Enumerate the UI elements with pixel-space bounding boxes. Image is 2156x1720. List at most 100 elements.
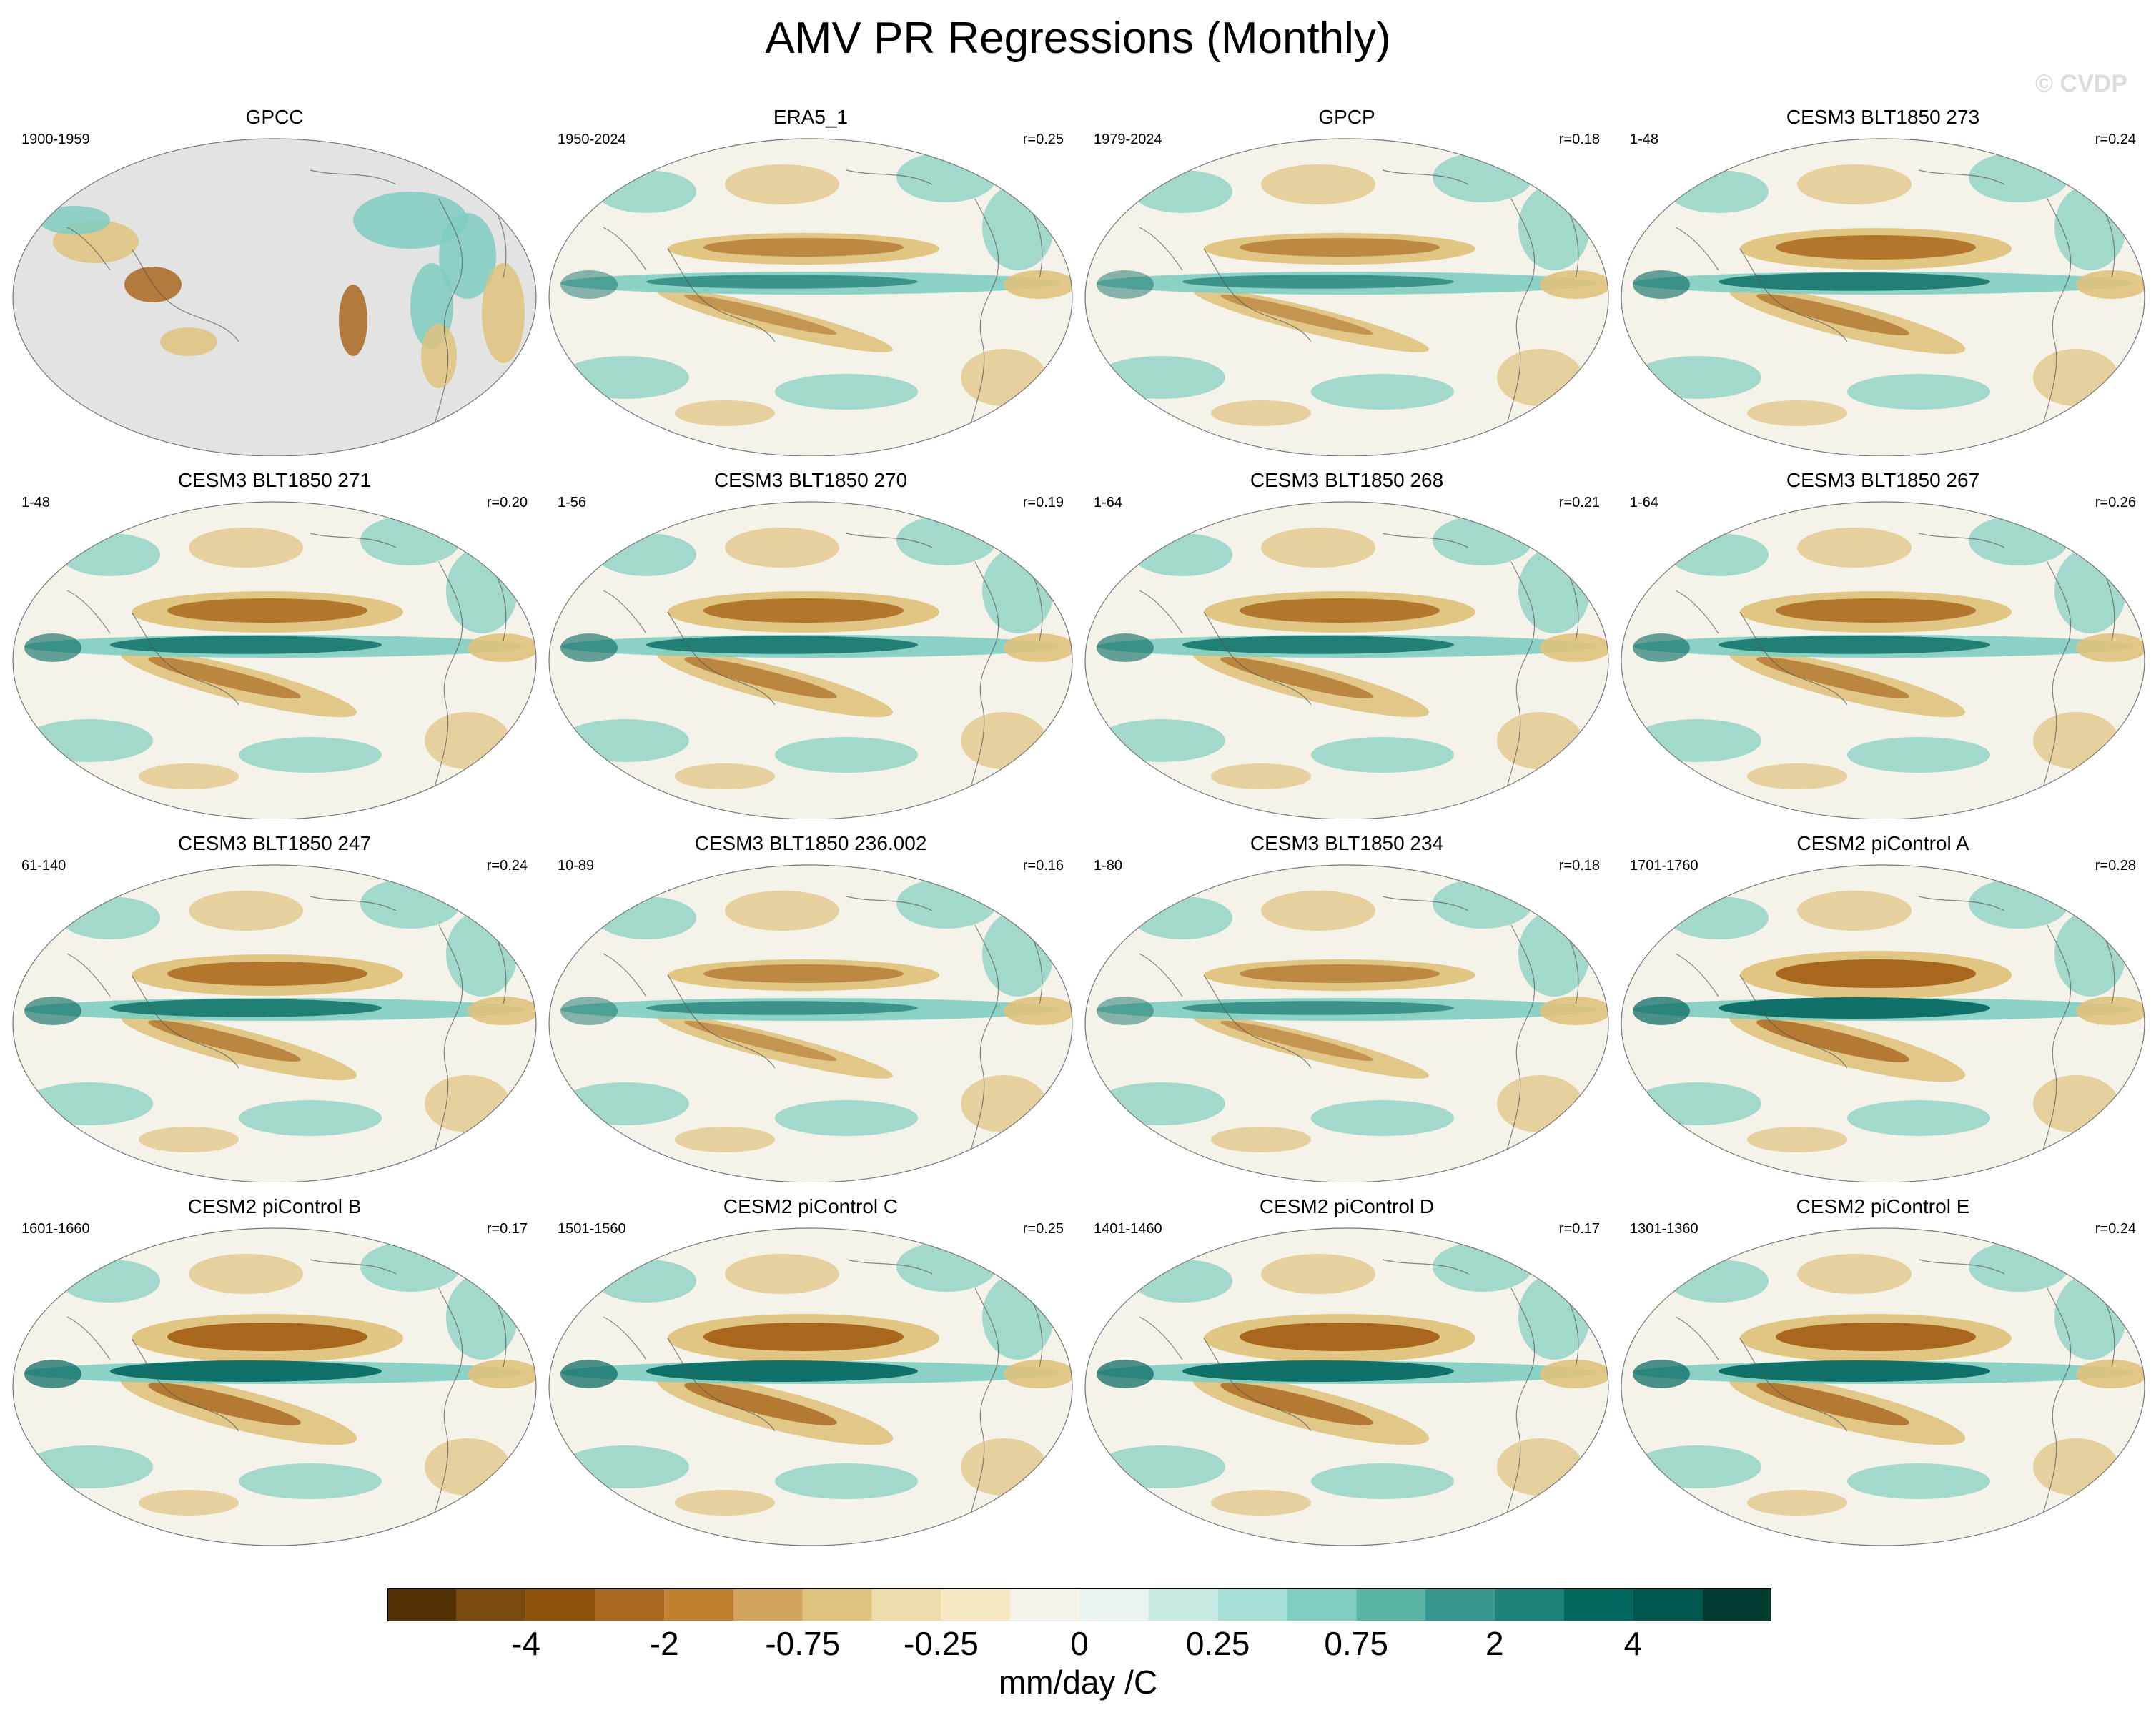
colorbar-swatch bbox=[1287, 1588, 1357, 1621]
regression-field bbox=[24, 515, 536, 799]
cvdp-watermark: © CVDP bbox=[2035, 70, 2127, 97]
panel-title: CESM3 BLT1850 267 bbox=[1786, 469, 1980, 491]
panel-pattern-correlation: r=0.18 bbox=[1558, 858, 1600, 874]
robinson-map bbox=[548, 501, 1073, 819]
robinson-map bbox=[12, 501, 537, 819]
map-background bbox=[13, 139, 536, 456]
panel-title: CESM2 piControl B bbox=[187, 1195, 362, 1217]
map-outline bbox=[12, 501, 537, 819]
robinson-map bbox=[1084, 864, 1609, 1182]
panel-title: CESM2 piControl A bbox=[1796, 832, 1969, 854]
robinson-map bbox=[1084, 138, 1609, 456]
map-panel: CESM2 piControl E 1301-1360 r=0.24 bbox=[1618, 1195, 2147, 1546]
robinson-map bbox=[1084, 501, 1609, 819]
colorbar-tick-label: -4 bbox=[511, 1625, 541, 1662]
panel-pattern-correlation: r=0.24 bbox=[486, 858, 528, 874]
colorbar-swatch bbox=[1010, 1588, 1079, 1621]
colorbar-swatch bbox=[387, 1588, 457, 1621]
robinson-map bbox=[1084, 1227, 1609, 1546]
colorbar-swatch bbox=[1494, 1588, 1564, 1621]
colorbar-swatch bbox=[1356, 1588, 1425, 1621]
map-panel: CESM3 BLT1850 270 1-56 r=0.19 bbox=[546, 469, 1075, 819]
map-panel: CESM3 BLT1850 268 1-64 r=0.21 bbox=[1082, 469, 1611, 819]
panel-title: GPCP bbox=[1318, 106, 1375, 128]
panel-years: 1401-1460 bbox=[1094, 1221, 1162, 1237]
map-panel: CESM2 piControl B 1601-1660 r=0.17 bbox=[10, 1195, 539, 1546]
map-panel: CESM3 BLT1850 267 1-64 r=0.26 bbox=[1618, 469, 2147, 819]
panel-title: CESM3 BLT1850 273 bbox=[1786, 106, 1980, 128]
panel-title: ERA5_1 bbox=[773, 106, 849, 128]
panel-years: 1979-2024 bbox=[1094, 132, 1162, 147]
colorbar-tick-label: 0.25 bbox=[1185, 1625, 1250, 1662]
colorbar-swatch bbox=[664, 1588, 733, 1621]
colorbar-swatch bbox=[1425, 1588, 1495, 1621]
regression-field bbox=[1633, 879, 2145, 1162]
regression-field bbox=[24, 879, 536, 1162]
map-panel: CESM3 BLT1850 273 1-48 r=0.24 bbox=[1618, 106, 2147, 456]
colorbar-swatch bbox=[1633, 1588, 1703, 1621]
panel-pattern-correlation: r=0.26 bbox=[2095, 495, 2136, 510]
map-panel: ERA5_1 1950-2024 r=0.25 bbox=[546, 106, 1075, 456]
regression-field bbox=[560, 152, 1072, 435]
map-outline bbox=[1621, 1227, 2145, 1546]
panel-title: CESM3 BLT1850 270 bbox=[713, 469, 908, 491]
panel-years: 61-140 bbox=[21, 858, 66, 874]
panel-pattern-correlation: r=0.18 bbox=[1558, 132, 1600, 147]
map-outline bbox=[1621, 501, 2145, 819]
panel-pattern-correlation: r=0.19 bbox=[1022, 495, 1064, 510]
colorbar-tick-label: 0.75 bbox=[1324, 1625, 1388, 1662]
map-panel: GPCP 1979-2024 r=0.18 bbox=[1082, 106, 1611, 456]
panel-title: CESM3 BLT1850 234 bbox=[1250, 832, 1444, 854]
panel-title: CESM3 BLT1850 268 bbox=[1250, 469, 1444, 491]
regression-field bbox=[24, 1242, 536, 1525]
map-outline bbox=[12, 864, 537, 1182]
colorbar-tick-label: -2 bbox=[649, 1625, 679, 1662]
colorbar-unit-label: mm/day /C bbox=[998, 1664, 1158, 1701]
panel-years: 1-64 bbox=[1630, 495, 1659, 510]
colorbar-frame bbox=[387, 1588, 1771, 1621]
panel-years: 1900-1959 bbox=[21, 132, 90, 147]
robinson-map bbox=[1621, 138, 2145, 456]
map-outline bbox=[1621, 138, 2145, 456]
panel-pattern-correlation: r=0.24 bbox=[2095, 132, 2136, 147]
regression-field bbox=[1097, 515, 1608, 799]
robinson-map bbox=[1621, 501, 2145, 819]
colorbar-tick-label: -0.25 bbox=[903, 1625, 979, 1662]
panel-pattern-correlation: r=0.28 bbox=[2095, 858, 2136, 874]
map-panel: CESM3 BLT1850 271 1-48 r=0.20 bbox=[10, 469, 539, 819]
panel-title: CESM2 piControl D bbox=[1259, 1195, 1435, 1217]
colorbar-swatch bbox=[1079, 1588, 1149, 1621]
panel-pattern-correlation: r=0.25 bbox=[1022, 132, 1064, 147]
panel-years: 1501-1560 bbox=[558, 1221, 626, 1237]
map-panel: CESM3 BLT1850 247 61-140 r=0.24 bbox=[10, 832, 539, 1182]
figure-title: AMV PR Regressions (Monthly) bbox=[765, 14, 1391, 63]
robinson-map bbox=[548, 138, 1073, 456]
colorbar-swatch bbox=[871, 1588, 941, 1621]
panel-title: CESM3 BLT1850 271 bbox=[177, 469, 372, 491]
regression-field bbox=[1633, 515, 2145, 799]
colorbar-tick-label: 4 bbox=[1623, 1625, 1643, 1662]
robinson-map bbox=[12, 138, 537, 456]
colorbar-swatch bbox=[525, 1588, 595, 1621]
map-outline bbox=[548, 864, 1073, 1182]
map-panel: CESM2 piControl D 1401-1460 r=0.17 bbox=[1082, 1195, 1611, 1546]
panel-years: 1-64 bbox=[1094, 495, 1123, 510]
regression-field bbox=[1097, 879, 1608, 1162]
colorbar-swatch bbox=[1563, 1588, 1633, 1621]
robinson-map bbox=[1621, 864, 2145, 1182]
colorbar-tick-label: 0 bbox=[1070, 1625, 1089, 1662]
panel-pattern-correlation: r=0.21 bbox=[1558, 495, 1600, 510]
panel-pattern-correlation: r=0.17 bbox=[486, 1221, 528, 1237]
panel-pattern-correlation: r=0.24 bbox=[2095, 1221, 2136, 1237]
panel-years: 1601-1660 bbox=[21, 1221, 90, 1237]
panel-years: 1950-2024 bbox=[558, 132, 626, 147]
regression-field bbox=[1633, 1242, 2145, 1525]
map-outline bbox=[548, 138, 1073, 456]
panel-years: 10-89 bbox=[558, 858, 595, 874]
map-outline bbox=[1084, 1227, 1609, 1546]
panel-years: 1-56 bbox=[558, 495, 587, 510]
panel-title: CESM3 BLT1850 247 bbox=[177, 832, 372, 854]
panel-title: GPCC bbox=[245, 106, 304, 128]
map-outline bbox=[12, 1227, 537, 1546]
colorbar-swatch bbox=[1148, 1588, 1218, 1621]
